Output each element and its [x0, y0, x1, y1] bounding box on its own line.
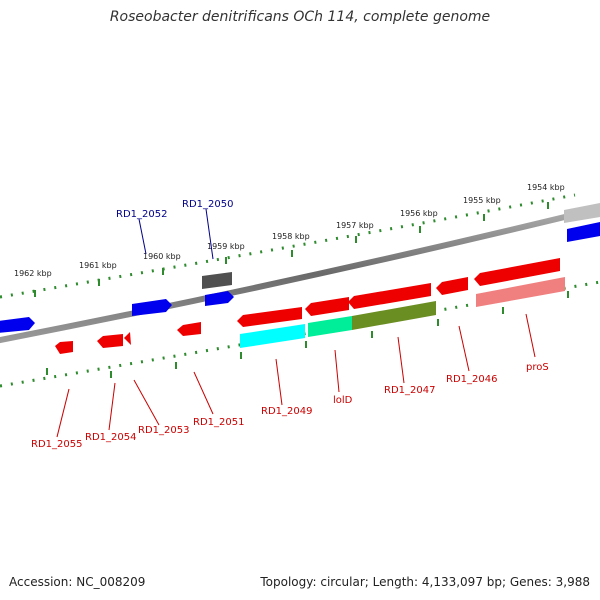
inner-major-ticks — [46, 291, 569, 378]
label-pros: proS — [526, 362, 549, 373]
gene-arrow-blue-right[interactable] — [567, 222, 600, 242]
map-title: Roseobacter denitrificans OCh 114, compl… — [109, 9, 491, 25]
gene-arrow-cyan[interactable] — [240, 324, 305, 348]
gene-arrow-forward[interactable] — [0, 317, 35, 333]
reverse-genes — [55, 258, 565, 354]
gene-arrow-lold[interactable] — [305, 297, 349, 316]
label-rd1-2047: RD1_2047 — [384, 385, 435, 396]
forward-genes — [0, 203, 600, 333]
label-rd1-2051: RD1_2051 — [193, 417, 244, 428]
gene-arrow-rd1-2051[interactable] — [177, 322, 201, 336]
gene-arrow-light-gray[interactable] — [564, 203, 600, 223]
outer-major-ticks — [34, 202, 549, 297]
label-rd1-2046: RD1_2046 — [446, 374, 497, 385]
scale-label-1960: 1960 kbp — [143, 252, 181, 261]
label-rd1-2053: RD1_2053 — [138, 425, 189, 436]
gene-arrow-rd1-2049[interactable] — [237, 307, 302, 327]
gene-arrow-rd1-2053[interactable] — [124, 332, 131, 345]
scale-label-1959: 1959 kbp — [207, 242, 245, 251]
gene-arrow-light-red[interactable] — [476, 277, 565, 307]
scale-label-1956: 1956 kbp — [400, 209, 438, 218]
label-rd1-2054: RD1_2054 — [85, 432, 136, 443]
scale-label-1955: 1955 kbp — [463, 196, 501, 205]
label-rd1-2049: RD1_2049 — [261, 406, 312, 417]
gene-arrow-olive[interactable] — [352, 301, 436, 330]
scale-label-1962: 1962 kbp — [14, 269, 52, 278]
label-lold: lolD — [333, 395, 353, 406]
label-rd1-2055: RD1_2055 — [31, 439, 82, 450]
gene-arrow-gray[interactable] — [202, 272, 232, 289]
gene-arrow-rd1-2055[interactable] — [55, 341, 73, 354]
label-rd1-2050: RD1_2050 — [182, 199, 233, 210]
gene-arrow-teal[interactable] — [308, 316, 352, 337]
gene-arrow-rd1-2050[interactable] — [205, 291, 234, 306]
gene-arrow-rd1-2054[interactable] — [97, 334, 123, 348]
gene-arrow-pros[interactable] — [474, 258, 560, 286]
gene-arrow-rd1-2052[interactable] — [132, 299, 172, 316]
genome-backbone — [0, 205, 600, 344]
gene-arrow-rd1-2047[interactable] — [348, 283, 431, 309]
scale-label-1957: 1957 kbp — [336, 221, 374, 230]
scale-label-1954: 1954 kbp — [527, 183, 565, 192]
scale-label-1961: 1961 kbp — [79, 261, 117, 270]
accession-text: Accession: NC_008209 — [9, 575, 146, 589]
topology-text: Topology: circular; Length: 4,133,097 bp… — [260, 575, 590, 589]
leader-lines — [56, 208, 536, 438]
label-rd1-2052: RD1_2052 — [116, 209, 167, 220]
gene-arrow-rd1-2046[interactable] — [436, 277, 468, 295]
scale-label-1958: 1958 kbp — [272, 232, 310, 241]
